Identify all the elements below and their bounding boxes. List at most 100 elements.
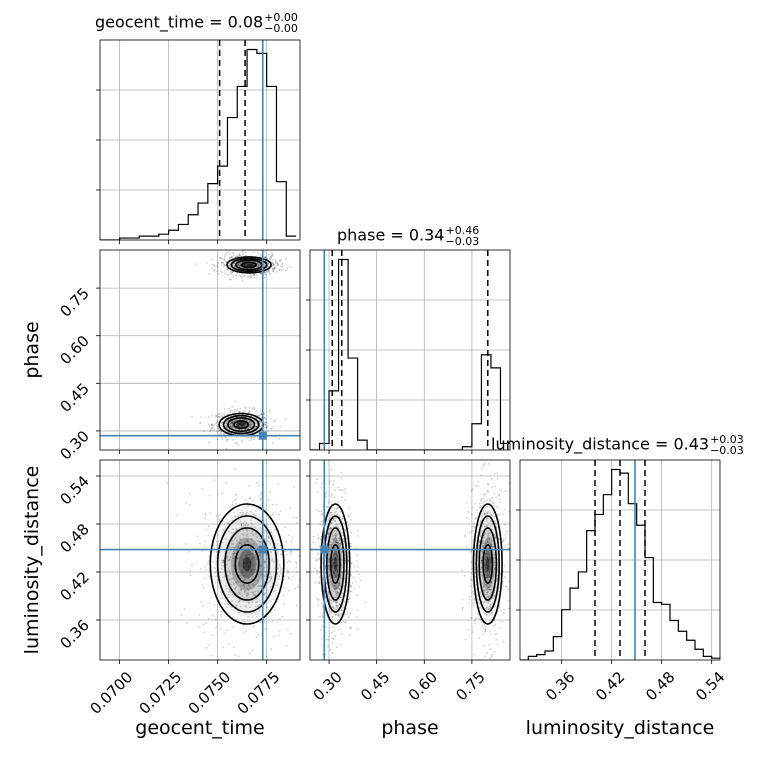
sample-point (249, 606, 252, 608)
sample-point (240, 564, 243, 567)
sample-point (249, 425, 251, 428)
sample-point (239, 575, 241, 577)
sample-point (337, 592, 340, 595)
sample-point (337, 541, 339, 544)
density-cell (333, 556, 338, 572)
sample-point (221, 261, 224, 264)
sample-point (220, 567, 223, 570)
sample-point (334, 536, 337, 538)
sample-point (219, 257, 222, 259)
sample-point (203, 545, 206, 548)
sample-point (486, 532, 489, 534)
sample-point (239, 264, 242, 267)
sample-point (271, 267, 274, 270)
sample-point (246, 436, 249, 438)
sample-point (320, 629, 322, 631)
sample-point (489, 558, 492, 561)
y-axis-label: phase (21, 321, 43, 378)
sample-point (336, 568, 339, 571)
contour-line (478, 527, 498, 601)
sample-point (287, 572, 289, 574)
sample-point (263, 273, 266, 276)
sample-point (297, 585, 299, 588)
sample-point (270, 254, 273, 257)
sample-point (338, 627, 341, 630)
sample-point (484, 629, 487, 632)
sample-point (218, 514, 221, 516)
sample-point (347, 506, 350, 509)
sample-point (485, 520, 488, 523)
sample-point (246, 511, 248, 514)
sample-point (475, 517, 477, 520)
sample-point (246, 594, 249, 597)
sample-point (269, 572, 272, 575)
sample-point (235, 493, 238, 496)
sample-point (308, 529, 310, 531)
sample-point (231, 626, 234, 628)
sample-point (234, 494, 237, 497)
sample-point (486, 560, 489, 563)
density-cell (243, 263, 255, 267)
sample-point (231, 504, 234, 507)
sample-point (270, 256, 272, 258)
sample-point (228, 559, 231, 561)
sample-point (320, 512, 323, 515)
sample-point (337, 587, 340, 589)
sample-point (248, 553, 251, 556)
sample-point (260, 253, 262, 255)
sample-point (235, 274, 238, 277)
contour-line (241, 261, 257, 269)
sample-point (240, 425, 243, 427)
sample-point (225, 252, 228, 255)
sample-point (496, 561, 499, 564)
sample-point (240, 509, 243, 512)
sample-point (325, 600, 328, 603)
sample-point (485, 556, 488, 558)
sample-point (198, 626, 201, 628)
sample-point (250, 547, 252, 549)
sample-point (239, 275, 242, 278)
sample-point (226, 629, 229, 631)
sample-point (230, 547, 233, 549)
sample-point (484, 553, 487, 555)
sample-point (478, 545, 480, 548)
sample-point (249, 273, 252, 276)
sample-point (252, 264, 255, 267)
sample-point (331, 641, 334, 644)
sample-point (263, 417, 265, 420)
sample-point (250, 561, 253, 564)
sample-point (328, 598, 331, 601)
sample-point (231, 271, 234, 273)
sample-point (231, 410, 234, 412)
sample-point (233, 546, 236, 549)
sample-point (336, 564, 339, 567)
sample-point (270, 577, 273, 580)
sample-point (243, 591, 246, 594)
sample-point (237, 655, 240, 658)
sample-point (236, 539, 238, 542)
sample-point (313, 646, 315, 648)
sample-point (490, 561, 492, 563)
sample-point (470, 561, 473, 563)
sample-point (264, 256, 266, 259)
sample-point (264, 273, 267, 276)
sample-point (344, 529, 347, 532)
sample-point (478, 637, 480, 640)
sample-point (486, 577, 488, 580)
sample-point (255, 277, 258, 280)
sample-point (332, 517, 335, 520)
sample-point (332, 558, 334, 561)
sample-point (482, 465, 484, 468)
sample-point (232, 426, 234, 428)
sample-point (483, 671, 485, 673)
sample-point (241, 423, 244, 426)
sample-point (335, 594, 338, 597)
sample-point (268, 272, 271, 275)
sample-point (264, 529, 267, 532)
sample-point (251, 601, 254, 604)
sample-point (209, 512, 212, 515)
sample-point (264, 537, 266, 540)
sample-point (485, 542, 487, 545)
sample-point (216, 415, 219, 418)
